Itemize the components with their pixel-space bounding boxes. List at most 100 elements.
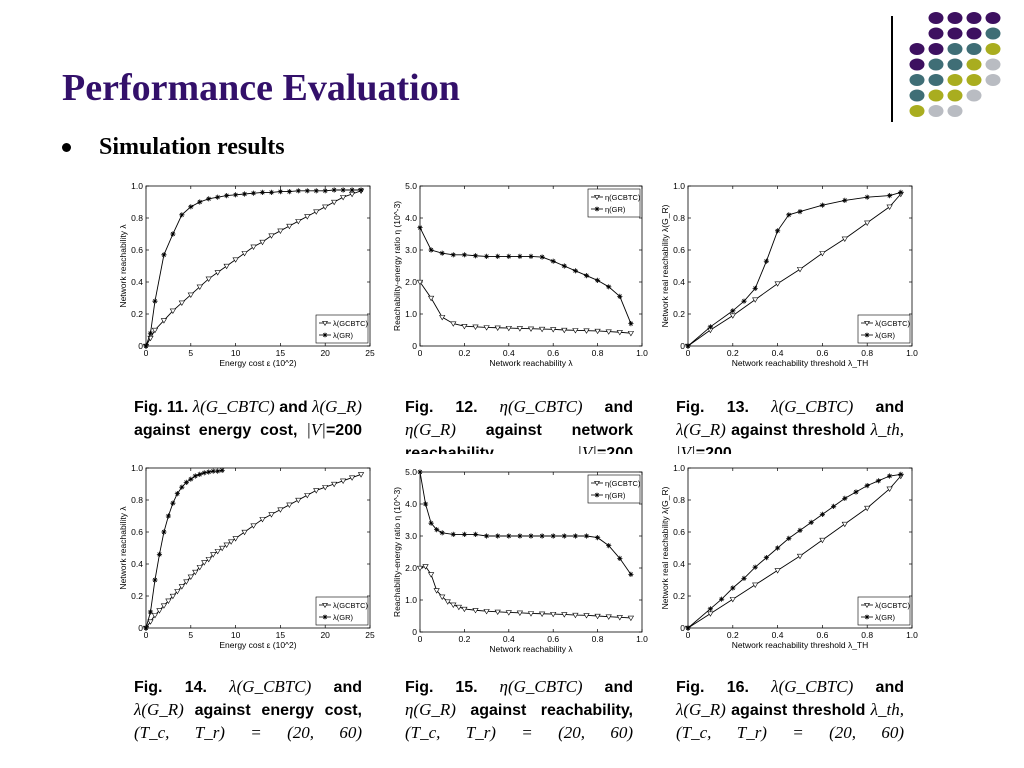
y-tick-label: 0.6 xyxy=(673,527,685,537)
data-point xyxy=(516,326,524,332)
caption-fig14: Fig. 14. λ(G_CBTC) and λ(G_R) against en… xyxy=(134,677,363,742)
y-axis-label: Network reachability λ xyxy=(118,506,128,590)
bullet-text: Simulation results xyxy=(99,134,285,160)
data-point xyxy=(786,212,792,218)
x-tick-label: 5 xyxy=(188,348,193,358)
data-point xyxy=(539,254,545,260)
data-point xyxy=(506,533,512,539)
data-point xyxy=(206,196,212,202)
y-tick-label: 0 xyxy=(412,341,417,351)
data-point xyxy=(183,479,189,485)
chart-fig14: 0 5 10 15 20 25 0 0.2 0.4 0.6 0.8 1.0 Energy cost ε … xyxy=(118,463,375,650)
decoration-dot xyxy=(966,89,982,102)
y-tick-label: 5.0 xyxy=(405,467,417,477)
data-point xyxy=(439,315,446,321)
caption-fig11: Fig. 11. λ(G_CBTC) and λ(G_R) against en… xyxy=(134,397,362,439)
data-point xyxy=(416,565,424,572)
data-point xyxy=(201,560,208,566)
data-point xyxy=(241,251,248,257)
x-axis-label: Network reachability threshold λ_TH xyxy=(732,640,869,650)
y-tick-label: 0 xyxy=(138,623,143,633)
legend-label: λ(GCBTC) xyxy=(333,319,368,328)
decoration-dot xyxy=(985,74,1001,86)
data-point xyxy=(819,202,825,208)
y-tick-label: 0.4 xyxy=(673,277,685,287)
data-point xyxy=(192,569,199,576)
data-point xyxy=(304,214,311,220)
bullet-item: Simulation results xyxy=(62,134,285,161)
decoration-dot xyxy=(947,105,963,117)
data-point xyxy=(232,257,239,263)
y-tick-label: 0.4 xyxy=(673,559,685,569)
decoration-dot xyxy=(928,74,944,86)
y-tick-label: 1.0 xyxy=(673,181,685,191)
caption-fig16: Fig. 16. λ(G_CBTC) and λ(G_R) against th… xyxy=(676,677,904,742)
data-point xyxy=(151,327,159,334)
data-point xyxy=(188,476,194,482)
data-point xyxy=(170,231,176,237)
data-point xyxy=(572,533,578,539)
data-point xyxy=(147,609,154,615)
x-tick-label: 0.6 xyxy=(547,348,559,358)
data-point xyxy=(210,468,216,474)
data-point xyxy=(628,571,634,577)
data-point xyxy=(295,188,301,194)
legend-label: λ(GCBTC) xyxy=(875,601,910,610)
dot-pattern-decoration xyxy=(909,12,1001,117)
x-tick-label: 0.4 xyxy=(503,348,515,358)
bullet-dot-icon xyxy=(62,143,71,152)
data-point xyxy=(286,189,292,195)
decoration-dot xyxy=(928,27,944,40)
decoration-dot xyxy=(909,58,925,71)
data-point xyxy=(808,519,814,525)
data-point xyxy=(197,471,203,477)
data-point xyxy=(495,253,501,259)
y-tick-label: 1.0 xyxy=(131,181,143,191)
y-axis-label: Network real reachability λ(G_R) xyxy=(660,204,670,327)
data-point xyxy=(241,191,248,197)
data-point xyxy=(606,543,612,549)
data-point xyxy=(277,507,284,513)
data-point xyxy=(422,501,429,507)
data-point xyxy=(796,553,804,560)
data-point xyxy=(250,244,257,250)
data-point xyxy=(339,195,347,201)
data-point xyxy=(196,284,203,290)
data-point xyxy=(583,273,590,279)
caption-fig13: Fig. 13. λ(G_CBTC) and λ(G_R) against th… xyxy=(676,397,904,454)
data-point xyxy=(304,188,310,194)
y-axis-label: Network real reachability λ(G_R) xyxy=(660,486,670,609)
data-point xyxy=(224,193,230,199)
y-tick-label: 2.0 xyxy=(405,563,417,573)
data-point xyxy=(174,589,181,595)
legend-marker xyxy=(594,481,600,486)
decoration-dot xyxy=(928,58,944,71)
legend-marker xyxy=(864,321,870,326)
data-point xyxy=(472,608,479,614)
data-point xyxy=(517,253,523,259)
legend-marker xyxy=(864,603,870,608)
data-point xyxy=(219,545,226,552)
data-point xyxy=(151,613,159,619)
data-point xyxy=(268,189,275,195)
y-tick-label: 0.2 xyxy=(673,309,685,319)
x-tick-label: 0.8 xyxy=(592,634,604,644)
x-tick-label: 0.2 xyxy=(458,348,470,358)
y-tick-label: 0.6 xyxy=(131,245,143,255)
data-point xyxy=(165,598,172,604)
decoration-dot xyxy=(966,27,982,40)
data-point xyxy=(887,193,893,199)
decoration-dot xyxy=(947,43,963,55)
data-point xyxy=(227,539,235,545)
data-point xyxy=(819,251,826,257)
data-point xyxy=(842,197,848,203)
legend-marker xyxy=(322,614,328,620)
data-point xyxy=(517,533,523,539)
y-tick-label: 3.0 xyxy=(405,531,417,541)
y-axis-label: Network reachability λ xyxy=(118,224,128,308)
data-point xyxy=(147,619,154,625)
data-point xyxy=(886,486,893,492)
data-point xyxy=(616,615,623,621)
data-point xyxy=(819,511,825,517)
legend-marker xyxy=(322,603,328,608)
